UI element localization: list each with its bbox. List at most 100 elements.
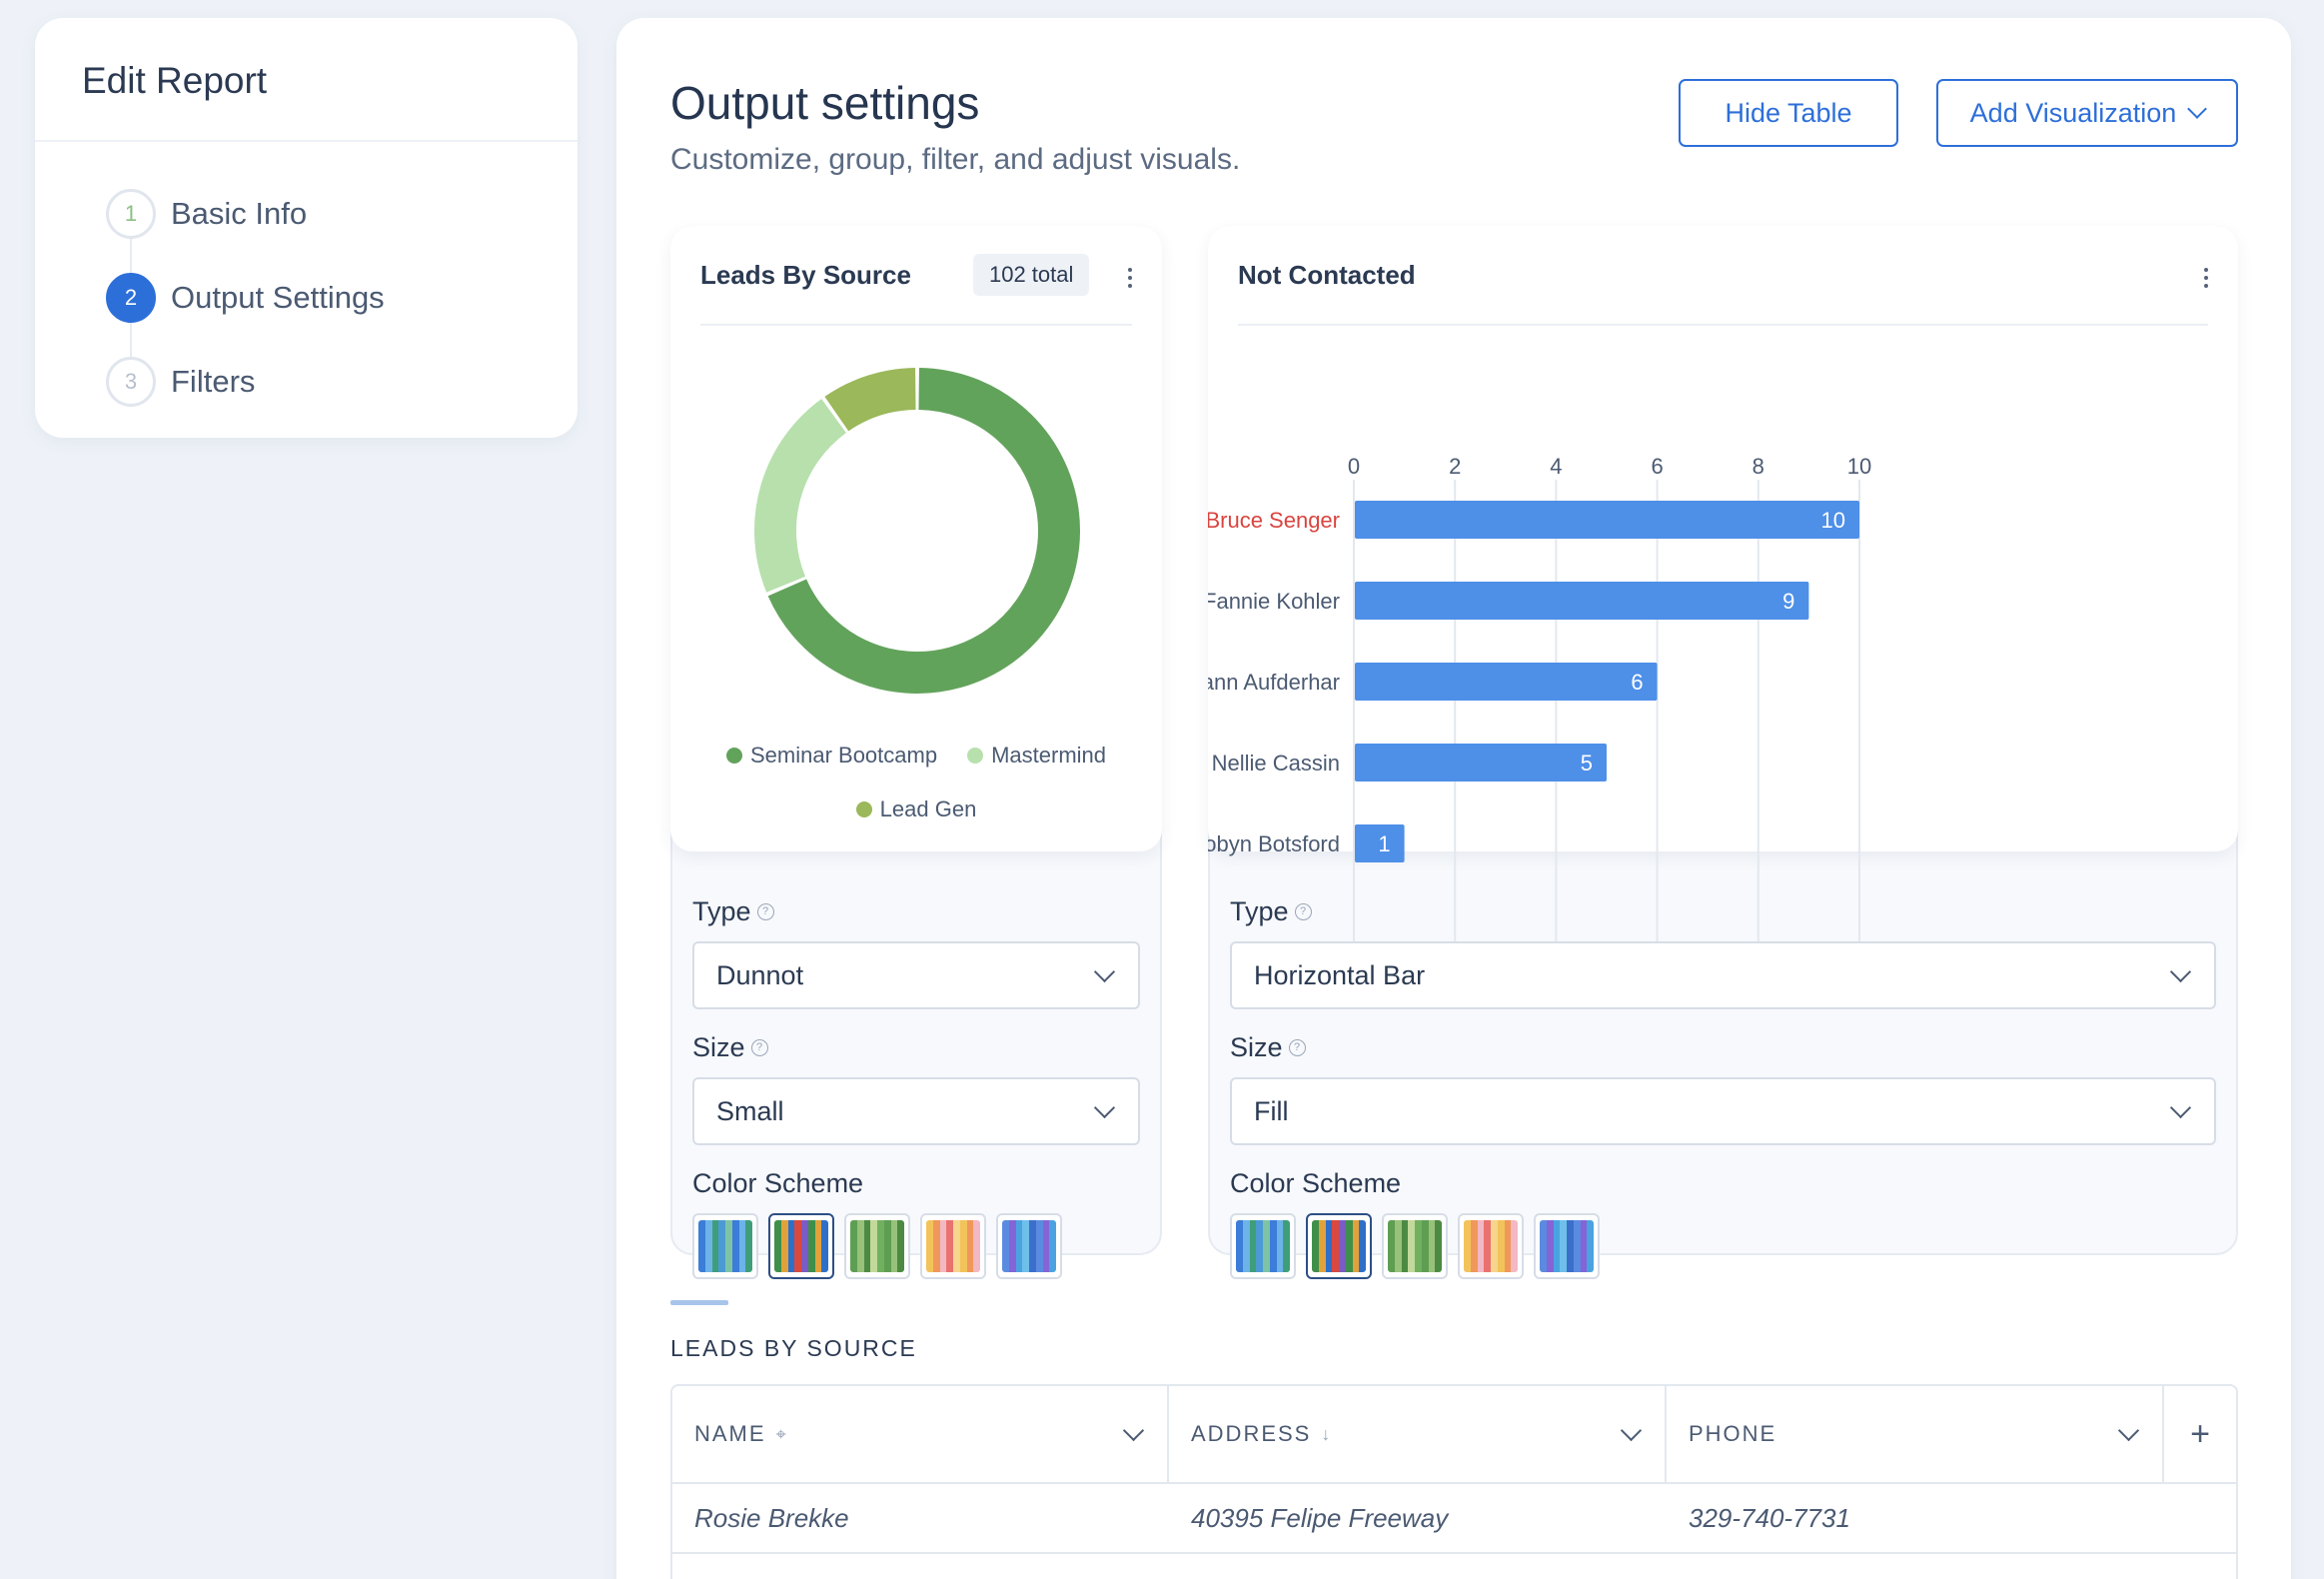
color-scheme-swatch[interactable]: [1306, 1213, 1372, 1279]
chevron-down-icon: [2169, 960, 2192, 982]
legend-item-lead-gen[interactable]: Lead Gen: [855, 796, 976, 822]
more-options-icon[interactable]: [2204, 268, 2208, 288]
column-header-phone[interactable]: PHONE: [1667, 1386, 2164, 1482]
total-badge: 102 total: [972, 254, 1090, 296]
legend-dot: [725, 748, 742, 764]
category-label: Bruce Senger: [1208, 508, 1340, 533]
chevron-down-icon[interactable]: [1620, 1419, 1643, 1441]
help-icon[interactable]: ?: [1288, 1038, 1306, 1056]
swatch-stripes: [1388, 1220, 1442, 1272]
horizontal-bar-chart: 0 2 4 6 8 10 Bruce Senger 10 Fannie Kohler 9 Joann…: [1208, 454, 1871, 1005]
hide-table-button[interactable]: Hide Table: [1679, 79, 1898, 147]
tick-label: 6: [1651, 454, 1663, 479]
column-label: ADDRESS: [1191, 1421, 1312, 1446]
type-label: Type ?: [1230, 895, 2216, 927]
table-row[interactable]: Rosie Brekke 40395 Felipe Freeway 329-74…: [672, 1484, 2236, 1554]
bar[interactable]: [1355, 824, 1405, 862]
size-select[interactable]: Fill: [1230, 1077, 2216, 1145]
bar[interactable]: [1355, 663, 1658, 701]
color-scheme-swatch[interactable]: [1458, 1213, 1524, 1279]
card-title: Leads By Source: [700, 259, 911, 290]
color-scheme-swatch[interactable]: [1534, 1213, 1600, 1279]
pin-icon[interactable]: ⌖: [775, 1423, 786, 1444]
legend-item-mastermind[interactable]: Mastermind: [967, 743, 1106, 769]
legend-label: Seminar Bootcamp: [749, 743, 938, 768]
swatch-stripes: [1002, 1220, 1056, 1272]
step-number: 3: [106, 357, 156, 407]
add-column-button[interactable]: +: [2190, 1414, 2210, 1453]
donut-slice-mastermind[interactable]: [754, 399, 847, 593]
legend-item-seminar-bootcamp[interactable]: Seminar Bootcamp: [725, 743, 938, 769]
chevron-down-icon: [2169, 1096, 2192, 1118]
color-scheme-swatch[interactable]: [768, 1213, 834, 1279]
bar[interactable]: [1355, 501, 1859, 539]
add-visualization-button[interactable]: Add Visualization: [1936, 79, 2238, 147]
step-output-settings[interactable]: 2 Output Settings: [72, 256, 578, 340]
type-select[interactable]: Dunnot: [692, 941, 1140, 1009]
help-icon[interactable]: ?: [756, 902, 774, 920]
more-options-icon[interactable]: [1128, 268, 1132, 288]
bar[interactable]: [1355, 582, 1809, 620]
size-label-text: Size: [1230, 1031, 1283, 1062]
data-label: 5: [1581, 751, 1593, 776]
donut-slice-seminar-bootcamp[interactable]: [767, 368, 1080, 694]
color-scheme-swatch[interactable]: [692, 1213, 758, 1279]
swatch-stripes: [774, 1220, 828, 1272]
page-title: Output settings: [670, 77, 980, 129]
data-label: 1: [1378, 831, 1390, 856]
table-section-title: LEADS BY SOURCE: [670, 1335, 917, 1361]
tick-label: 2: [1449, 454, 1461, 479]
category-label: Joann Aufderhar: [1208, 670, 1340, 695]
color-scheme-swatch[interactable]: [996, 1213, 1062, 1279]
type-select-value: Horizontal Bar: [1254, 959, 1426, 990]
step-number: 2: [106, 273, 156, 323]
color-scheme-swatch[interactable]: [920, 1213, 986, 1279]
color-scheme-swatch[interactable]: [844, 1213, 910, 1279]
tick-label: 4: [1550, 454, 1562, 479]
leads-by-source-card: Leads By Source 102 total Seminar Bootca…: [670, 226, 1162, 851]
color-scheme-swatch[interactable]: [1382, 1213, 1448, 1279]
swatch-stripes: [1312, 1220, 1366, 1272]
table-row[interactable]: [672, 1554, 2236, 1579]
size-label: Size ?: [1230, 1031, 2216, 1063]
step-label: Basic Info: [171, 196, 308, 231]
swatch-stripes: [1236, 1220, 1290, 1272]
step-filters[interactable]: 3 Filters: [72, 340, 578, 424]
bar[interactable]: [1355, 744, 1607, 782]
size-select[interactable]: Small: [692, 1077, 1140, 1145]
column-header-address[interactable]: ADDRESS ↓: [1169, 1386, 1667, 1482]
donut-chart: [754, 368, 1080, 694]
edit-report-sidebar: Edit Report 1 Basic Info 2 Output Settin…: [35, 18, 578, 438]
table-header: NAME ⌖ ADDRESS ↓ PHONE +: [672, 1386, 2236, 1484]
chevron-down-icon[interactable]: [2117, 1419, 2140, 1441]
page-subtitle: Customize, group, filter, and adjust vis…: [670, 143, 1241, 176]
size-label: Size ?: [692, 1031, 1140, 1063]
section-accent-line: [670, 1300, 728, 1305]
color-scheme-label: Color Scheme: [1230, 1167, 1402, 1198]
swatch-stripes: [850, 1220, 904, 1272]
donut-slice-lead-gen[interactable]: [824, 368, 917, 432]
step-number: 1: [106, 189, 156, 239]
help-icon[interactable]: ?: [1294, 902, 1312, 920]
type-select[interactable]: Horizontal Bar: [1230, 941, 2216, 1009]
sort-down-icon[interactable]: ↓: [1321, 1423, 1331, 1444]
category-label: Fannie Kohler: [1208, 589, 1340, 614]
column-label: NAME: [694, 1421, 766, 1446]
size-label-text: Size: [692, 1031, 745, 1062]
data-label: 6: [1631, 670, 1643, 695]
help-icon[interactable]: ?: [750, 1038, 768, 1056]
swatch-stripes: [1464, 1220, 1518, 1272]
leads-by-source-widget: Leads By Source 102 total Seminar Bootca…: [670, 226, 1162, 1279]
color-scheme-swatches: [692, 1213, 1140, 1279]
category-label: Nellie Cassin: [1212, 751, 1340, 776]
color-scheme-swatch[interactable]: [1230, 1213, 1296, 1279]
column-label: PHONE: [1689, 1421, 1777, 1446]
step-basic-info[interactable]: 1 Basic Info: [72, 172, 578, 256]
chevron-down-icon[interactable]: [1122, 1419, 1145, 1441]
column-header-name[interactable]: NAME ⌖: [672, 1386, 1169, 1482]
swatch-stripes: [698, 1220, 752, 1272]
tick-label: 10: [1847, 454, 1871, 479]
output-settings-panel: Output settings Customize, group, filter…: [616, 18, 2291, 1579]
card-header: Leads By Source 102 total: [700, 226, 1132, 326]
leads-table: NAME ⌖ ADDRESS ↓ PHONE + Rosie: [670, 1384, 2238, 1579]
